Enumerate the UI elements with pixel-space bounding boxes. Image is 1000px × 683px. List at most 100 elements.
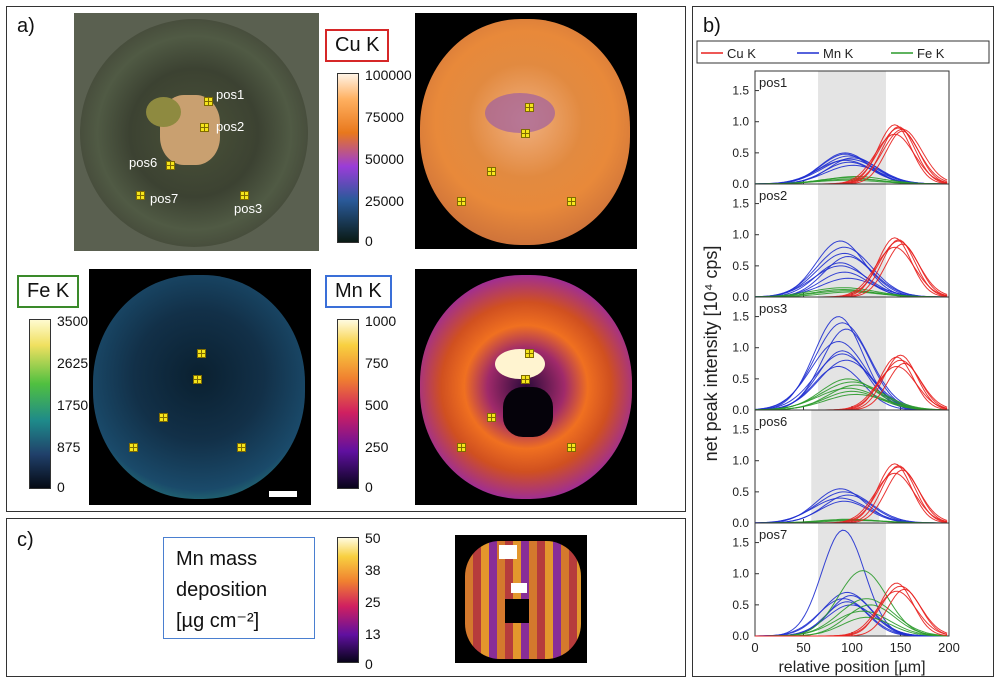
shaded-region bbox=[818, 184, 886, 297]
x-tick-label: 150 bbox=[890, 640, 912, 655]
deposition-tick: 38 bbox=[365, 562, 381, 578]
cu-tick: 75000 bbox=[365, 109, 404, 125]
cu-colorbar bbox=[337, 73, 359, 243]
panel-b: b) Cu K Mn K Fe K pos1 0.0 0.5 1.0 1.5 pos2 0.0 0.… bbox=[692, 6, 994, 677]
mn-curve-pos2 bbox=[754, 252, 948, 298]
y-tick-label: 0.5 bbox=[732, 598, 749, 612]
mn-tick: 250 bbox=[365, 439, 389, 455]
pos2-label: pos2 bbox=[216, 119, 245, 134]
legend-entry: Mn K bbox=[823, 46, 854, 61]
panel-a: a) pos1 pos2 pos6 pos7 pos3 Cu K 100000 … bbox=[6, 6, 686, 512]
x-tick-label: 0 bbox=[751, 640, 758, 655]
x-tick-label: 100 bbox=[841, 640, 863, 655]
pos1-marker bbox=[204, 97, 213, 106]
fe-tick: 3500 bbox=[57, 313, 89, 329]
fe-pos6-marker bbox=[159, 413, 168, 422]
mn-tick: 500 bbox=[365, 397, 389, 413]
deposition-tick: 0 bbox=[365, 656, 373, 672]
x-tick-label: 50 bbox=[796, 640, 810, 655]
sample-photo: pos1 pos2 pos6 pos7 pos3 bbox=[74, 13, 319, 251]
y-tick-label: 0.0 bbox=[732, 403, 749, 417]
subplot-label-pos3: pos3 bbox=[759, 301, 787, 316]
deposition-tick: 50 bbox=[365, 530, 381, 546]
cu-pos7-marker bbox=[457, 197, 466, 206]
intensity-profile-chart: Cu K Mn K Fe K pos1 0.0 0.5 1.0 1.5 pos2 0.0 0.5 1.… bbox=[696, 40, 990, 676]
fe-pos3-marker bbox=[237, 443, 246, 452]
fe-colorbar bbox=[29, 319, 51, 489]
y-tick-label: 0.5 bbox=[732, 259, 749, 273]
subplot-label-pos1: pos1 bbox=[759, 75, 787, 90]
y-tick-label: 1.5 bbox=[732, 310, 749, 324]
cu-pos1-marker bbox=[525, 103, 534, 112]
deposition-map bbox=[455, 535, 587, 663]
y-tick-label: 1.0 bbox=[732, 115, 749, 129]
panel-c: c) Mn mass deposition [µg cm⁻²] 50 38 25… bbox=[6, 518, 686, 677]
legend-line-2: deposition bbox=[176, 579, 268, 601]
y-tick-label: 0.5 bbox=[732, 485, 749, 499]
x-axis-label: relative position [µm] bbox=[778, 659, 925, 676]
mn-colorbar bbox=[337, 319, 359, 489]
y-tick-label: 0.0 bbox=[732, 290, 749, 304]
mn-pos1-marker bbox=[525, 349, 534, 358]
cu-map bbox=[415, 13, 637, 249]
mn-pos7-marker bbox=[457, 443, 466, 452]
fe-pos7-marker bbox=[129, 443, 138, 452]
mn-title: Mn K bbox=[325, 275, 392, 308]
cu-tick: 25000 bbox=[365, 193, 404, 209]
fe-tick: 1750 bbox=[57, 397, 89, 413]
mn-deposition-legend: Mn mass deposition [µg cm⁻²] bbox=[163, 537, 315, 639]
pos6-label: pos6 bbox=[129, 155, 158, 170]
y-tick-label: 1.0 bbox=[732, 228, 749, 242]
mn-tick: 1000 bbox=[365, 313, 397, 329]
y-tick-label: 1.0 bbox=[732, 341, 749, 355]
pos3-label: pos3 bbox=[234, 201, 263, 216]
legend-line-1: Mn mass bbox=[176, 548, 258, 570]
fe-title: Fe K bbox=[17, 275, 80, 308]
subplot-label-pos7: pos7 bbox=[759, 527, 787, 542]
pos7-marker bbox=[136, 191, 145, 200]
pos2-marker bbox=[200, 123, 209, 132]
y-tick-label: 1.0 bbox=[732, 454, 749, 468]
y-tick-label: 1.0 bbox=[732, 567, 749, 581]
fe-pos1-marker bbox=[197, 349, 206, 358]
y-tick-label: 0.0 bbox=[732, 516, 749, 530]
fe-map bbox=[89, 269, 311, 505]
legend-entry: Fe K bbox=[917, 46, 945, 61]
deposition-colorbar bbox=[337, 537, 359, 663]
pos3-marker bbox=[240, 191, 249, 200]
cu-tick: 0 bbox=[365, 233, 373, 249]
panel-b-label: b) bbox=[703, 15, 721, 37]
legend-line-3: [µg cm⁻²] bbox=[176, 610, 260, 632]
fe-tick: 875 bbox=[57, 439, 81, 455]
fe-curve-pos3 bbox=[755, 393, 948, 411]
y-tick-label: 1.5 bbox=[732, 84, 749, 98]
mn-pos2-marker bbox=[521, 375, 530, 384]
cu-pos6-marker bbox=[487, 167, 496, 176]
mn-map bbox=[415, 269, 637, 505]
subplot-label-pos6: pos6 bbox=[759, 414, 787, 429]
y-axis-label: net peak intensity [10⁴ cps] bbox=[701, 246, 721, 462]
fe-tick: 0 bbox=[57, 479, 65, 495]
y-tick-label: 0.0 bbox=[732, 177, 749, 191]
y-tick-label: 1.5 bbox=[732, 197, 749, 211]
pos6-marker bbox=[166, 161, 175, 170]
subplot-label-pos2: pos2 bbox=[759, 188, 787, 203]
cu-curve-pos7 bbox=[755, 590, 948, 637]
y-tick-label: 1.5 bbox=[732, 423, 749, 437]
scale-bar bbox=[269, 491, 297, 497]
pos7-label: pos7 bbox=[150, 191, 179, 206]
panel-a-label: a) bbox=[17, 15, 35, 37]
fe-curve-pos2 bbox=[754, 287, 948, 298]
cu-pos3-marker bbox=[567, 197, 576, 206]
y-tick-label: 0.0 bbox=[732, 629, 749, 643]
mn-pos6-marker bbox=[487, 413, 496, 422]
mn-tick: 0 bbox=[365, 479, 373, 495]
legend-entry: Cu K bbox=[727, 46, 756, 61]
y-tick-label: 1.5 bbox=[732, 536, 749, 550]
legend-box bbox=[696, 40, 990, 64]
y-tick-label: 0.5 bbox=[732, 146, 749, 160]
deposition-tick: 25 bbox=[365, 594, 381, 610]
cu-title: Cu K bbox=[325, 29, 390, 62]
deposition-tick: 13 bbox=[365, 626, 381, 642]
cu-tick: 100000 bbox=[365, 67, 412, 83]
